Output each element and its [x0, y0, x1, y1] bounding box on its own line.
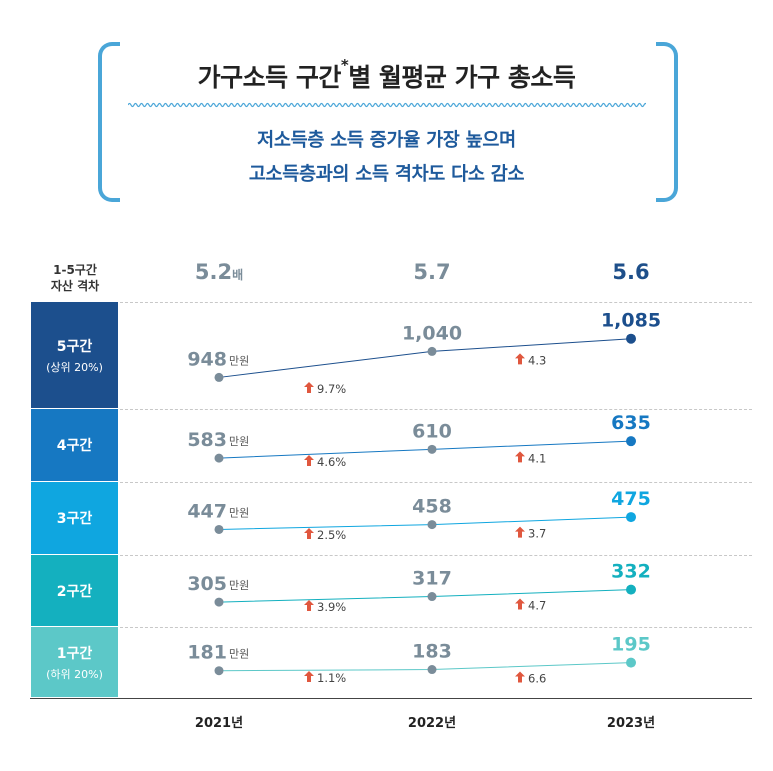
growth-arrow-icon — [304, 671, 314, 682]
growth-arrow-icon — [515, 526, 525, 538]
data-point-4구간-2021년 — [214, 453, 224, 463]
data-point-2구간-2022년 — [427, 592, 437, 602]
row-label-1구간: 1구간 (하위 20%) — [31, 627, 118, 697]
row-divider-top — [120, 302, 752, 303]
growth-arrow-icon — [515, 598, 525, 610]
wave-divider — [128, 102, 646, 108]
x-tick-label: 2022년 — [407, 716, 457, 731]
value-label-3구간-2022년: 458 — [412, 496, 452, 518]
unit-label-1구간: 만원 — [229, 648, 249, 661]
right-bracket-decoration — [656, 42, 678, 202]
data-point-4구간-2023년 — [626, 436, 636, 447]
unit-label-4구간: 만원 — [229, 435, 249, 448]
value-label-4구간-2022년: 610 — [412, 420, 452, 442]
series-line-3구간 — [218, 516, 632, 530]
data-point-5구간-2022년 — [427, 346, 437, 356]
row-label-3구간: 3구간 — [31, 482, 118, 554]
value-label-5구간-2021년: 948 — [187, 348, 227, 370]
row-label-5구간: 5구간 (상위 20%) — [31, 302, 118, 408]
growth-label-5구간-0: 9.7% — [317, 382, 346, 396]
row-divider-5구간 — [120, 409, 752, 410]
value-label-1구간-2021년: 181 — [187, 642, 227, 664]
value-label-5구간-2023년: 1,085 — [601, 310, 661, 332]
value-label-4구간-2021년: 583 — [187, 429, 227, 451]
growth-label-4구간-1: 4.1 — [528, 451, 546, 465]
data-point-3구간-2023년 — [626, 512, 636, 523]
value-label-2구간-2022년: 317 — [412, 568, 452, 590]
value-label-2구간-2021년: 305 — [187, 573, 227, 595]
data-point-3구간-2022년 — [427, 520, 437, 530]
value-label-4구간-2023년: 635 — [611, 412, 651, 434]
value-label-3구간-2023년: 475 — [611, 488, 651, 510]
value-label-3구간-2021년: 447 — [187, 500, 227, 522]
growth-label-1구간-0: 1.1% — [317, 671, 346, 685]
chart-title: 가구소득 구간*별 월평균 가구 총소득 — [197, 56, 576, 92]
growth-arrow-icon — [515, 451, 525, 463]
growth-label-1구간-1: 6.6 — [528, 672, 546, 686]
growth-arrow-icon — [304, 382, 314, 393]
growth-arrow-icon — [304, 455, 314, 466]
asset-gap-value-2022년: 5.7 — [413, 260, 451, 284]
value-label-1구간-2023년: 195 — [611, 634, 651, 656]
series-line-5구간 — [218, 338, 632, 378]
value-label-1구간-2022년: 183 — [412, 641, 452, 663]
growth-arrow-icon — [304, 600, 314, 611]
row-divider-2구간 — [120, 627, 752, 628]
row-label-2구간: 2구간 — [31, 555, 118, 626]
data-point-2구간-2021년 — [214, 597, 224, 607]
data-point-3구간-2021년 — [214, 524, 224, 534]
subtitle-line-1: 저소득층 소득 증가율 가장 높으며 — [257, 130, 516, 151]
growth-label-2구간-0: 3.9% — [317, 600, 346, 614]
series-line-2구간 — [218, 589, 632, 603]
growth-arrow-icon — [515, 353, 525, 365]
row-divider-3구간 — [120, 555, 752, 556]
data-point-1구간-2021년 — [214, 666, 224, 676]
series-line-1구간 — [218, 662, 632, 672]
growth-label-4구간-0: 4.6% — [317, 455, 346, 469]
series-line-4구간 — [218, 440, 632, 459]
data-point-5구간-2023년 — [626, 333, 636, 344]
growth-label-3구간-1: 3.7 — [528, 527, 546, 541]
asset-gap-label: 1-5구간 자산 격차 — [50, 263, 100, 293]
value-label-2구간-2023년: 332 — [611, 561, 651, 583]
value-label-5구간-2022년: 1,040 — [402, 322, 462, 344]
growth-arrow-icon — [304, 528, 314, 539]
unit-label-5구간: 만원 — [229, 354, 249, 367]
data-point-1구간-2022년 — [427, 665, 437, 675]
data-point-5구간-2021년 — [214, 372, 224, 382]
left-bracket-decoration — [98, 42, 120, 202]
data-point-4구간-2022년 — [427, 444, 437, 454]
row-label-4구간: 4구간 — [31, 409, 118, 481]
chart-header: 가구소득 구간*별 월평균 가구 총소득 저소득층 소득 증가율 가장 높으며 … — [0, 0, 773, 215]
growth-arrow-icon — [515, 671, 525, 683]
asset-gap-value-2021년: 5.2배 — [194, 260, 244, 284]
x-tick-label: 2023년 — [606, 716, 656, 731]
unit-label-2구간: 만원 — [229, 579, 249, 592]
unit-label-3구간: 만원 — [229, 506, 249, 519]
growth-label-2구간-1: 4.7 — [528, 599, 546, 613]
chart-baseline — [30, 698, 752, 699]
subtitle-line-2: 고소득층과의 소득 격차도 다소 감소 — [248, 164, 525, 185]
growth-label-5구간-1: 4.3 — [528, 353, 546, 367]
asset-gap-value-2023년: 5.6 — [612, 260, 650, 284]
row-divider-4구간 — [120, 482, 752, 483]
data-point-2구간-2023년 — [626, 584, 636, 595]
x-tick-label: 2021년 — [194, 716, 244, 731]
data-point-1구간-2023년 — [626, 657, 636, 668]
growth-label-3구간-0: 2.5% — [317, 528, 346, 542]
